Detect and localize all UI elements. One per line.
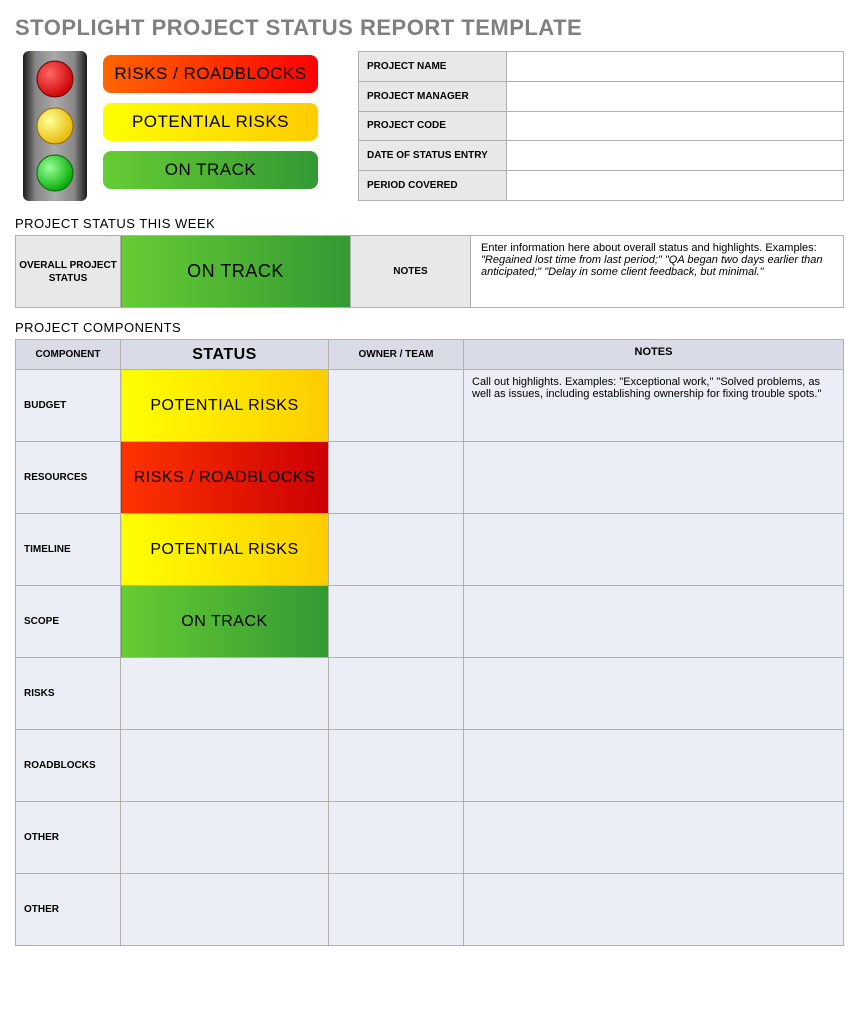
table-row: SCOPEON TRACK bbox=[16, 586, 844, 658]
th-status: STATUS bbox=[121, 340, 329, 370]
legend-red: RISKS / ROADBLOCKS bbox=[103, 55, 318, 93]
info-table: PROJECT NAME PROJECT MANAGER PROJECT COD… bbox=[358, 51, 844, 201]
legend-area: RISKS / ROADBLOCKS POTENTIAL RISKS ON TR… bbox=[15, 51, 318, 201]
component-status bbox=[121, 874, 329, 946]
top-section: RISKS / ROADBLOCKS POTENTIAL RISKS ON TR… bbox=[15, 51, 844, 201]
component-name: OTHER bbox=[16, 874, 121, 946]
component-name: ROADBLOCKS bbox=[16, 730, 121, 802]
component-status: ON TRACK bbox=[121, 586, 329, 658]
component-owner[interactable] bbox=[329, 514, 464, 586]
component-notes[interactable] bbox=[464, 802, 844, 874]
info-value-project-name[interactable] bbox=[507, 52, 844, 82]
info-value-period[interactable] bbox=[507, 171, 844, 201]
component-notes[interactable]: Call out highlights. Examples: "Exceptio… bbox=[464, 370, 844, 442]
section-title-components: PROJECT COMPONENTS bbox=[15, 320, 844, 335]
th-component: COMPONENT bbox=[16, 340, 121, 370]
status-week-table: OVERALL PROJECT STATUS ON TRACK NOTES En… bbox=[15, 235, 844, 308]
info-label-date: DATE OF STATUS ENTRY bbox=[359, 141, 507, 171]
table-row: RISKS bbox=[16, 658, 844, 730]
table-row: BUDGETPOTENTIAL RISKS Call out highlights… bbox=[16, 370, 844, 442]
component-notes[interactable] bbox=[464, 586, 844, 658]
component-owner[interactable] bbox=[329, 802, 464, 874]
info-label-project-code: PROJECT CODE bbox=[359, 111, 507, 141]
component-notes[interactable] bbox=[464, 514, 844, 586]
section-title-status-week: PROJECT STATUS THIS WEEK bbox=[15, 216, 844, 231]
legend-green: ON TRACK bbox=[103, 151, 318, 189]
component-owner[interactable] bbox=[329, 442, 464, 514]
component-notes[interactable] bbox=[464, 730, 844, 802]
overall-status-value: ON TRACK bbox=[121, 236, 351, 308]
info-label-project-manager: PROJECT MANAGER bbox=[359, 81, 507, 111]
component-status: RISKS / ROADBLOCKS bbox=[121, 442, 329, 514]
th-owner: OWNER / TEAM bbox=[329, 340, 464, 370]
notes-examples: "Regained lost time from last period;" "… bbox=[481, 254, 822, 278]
component-name: RISKS bbox=[16, 658, 121, 730]
component-notes[interactable] bbox=[464, 658, 844, 730]
component-owner[interactable] bbox=[329, 586, 464, 658]
notes-lead: Enter information here about overall sta… bbox=[481, 242, 817, 254]
table-row: OTHER bbox=[16, 802, 844, 874]
legend-pills: RISKS / ROADBLOCKS POTENTIAL RISKS ON TR… bbox=[103, 51, 318, 189]
component-owner[interactable] bbox=[329, 874, 464, 946]
component-status bbox=[121, 658, 329, 730]
table-row: OTHER bbox=[16, 874, 844, 946]
component-owner[interactable] bbox=[329, 730, 464, 802]
components-table: COMPONENT STATUS OWNER / TEAM NOTES BUDG… bbox=[15, 339, 844, 946]
info-value-project-code[interactable] bbox=[507, 111, 844, 141]
overall-status-label: OVERALL PROJECT STATUS bbox=[16, 236, 121, 308]
component-name: SCOPE bbox=[16, 586, 121, 658]
page-title: STOPLIGHT PROJECT STATUS REPORT TEMPLATE bbox=[15, 15, 844, 41]
legend-yellow: POTENTIAL RISKS bbox=[103, 103, 318, 141]
component-name: TIMELINE bbox=[16, 514, 121, 586]
component-status: POTENTIAL RISKS bbox=[121, 370, 329, 442]
info-label-project-name: PROJECT NAME bbox=[359, 52, 507, 82]
info-value-date[interactable] bbox=[507, 141, 844, 171]
component-status bbox=[121, 730, 329, 802]
component-status: POTENTIAL RISKS bbox=[121, 514, 329, 586]
component-name: RESOURCES bbox=[16, 442, 121, 514]
component-owner[interactable] bbox=[329, 658, 464, 730]
component-name: OTHER bbox=[16, 802, 121, 874]
component-notes[interactable] bbox=[464, 442, 844, 514]
info-value-project-manager[interactable] bbox=[507, 81, 844, 111]
th-notes: NOTES bbox=[464, 340, 844, 370]
component-owner[interactable] bbox=[329, 370, 464, 442]
notes-value[interactable]: Enter information here about overall sta… bbox=[471, 236, 844, 308]
component-status bbox=[121, 802, 329, 874]
stoplight-icon bbox=[15, 51, 95, 201]
component-notes[interactable] bbox=[464, 874, 844, 946]
notes-label: NOTES bbox=[351, 236, 471, 308]
table-row: TIMELINEPOTENTIAL RISKS bbox=[16, 514, 844, 586]
table-row: RESOURCESRISKS / ROADBLOCKS bbox=[16, 442, 844, 514]
component-name: BUDGET bbox=[16, 370, 121, 442]
info-label-period: PERIOD COVERED bbox=[359, 171, 507, 201]
table-row: ROADBLOCKS bbox=[16, 730, 844, 802]
